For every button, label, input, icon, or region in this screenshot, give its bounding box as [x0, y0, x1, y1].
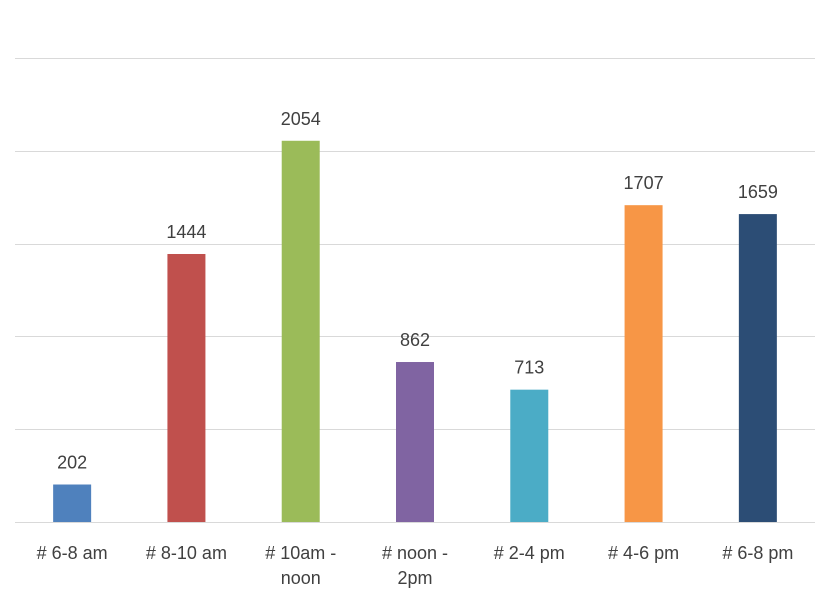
bar [738, 214, 777, 522]
bar [624, 205, 663, 523]
gridlines [15, 58, 815, 523]
x-tick-label-line: # 8-10 am [146, 543, 227, 563]
x-tick-label: # 4-6 pm [608, 543, 679, 563]
data-label: 1659 [738, 182, 778, 202]
bar [53, 484, 92, 522]
x-axis-tick-labels: # 6-8 am # 8-10 am # 10am - noon # noon - 2pm… [37, 543, 794, 588]
data-label: 1707 [624, 173, 664, 193]
data-label: 862 [400, 330, 430, 350]
data-label: 2054 [281, 109, 321, 129]
data-labels: 202 1444 2054 862 713 1707 1659 [57, 109, 778, 473]
data-label: 713 [514, 358, 544, 378]
x-tick-label-line: # 2-4 pm [494, 543, 565, 563]
x-tick-label: # 6-8 pm [722, 543, 793, 563]
x-tick-label: # 6-8 am [37, 543, 108, 563]
data-label: 202 [57, 453, 87, 473]
x-tick-label: # 2-4 pm [494, 543, 565, 563]
x-tick-label-line: # 10am - [265, 543, 336, 563]
x-tick-label-line: # noon - [382, 543, 448, 563]
x-tick-label: # 10am - noon [265, 543, 336, 588]
x-tick-label: # 8-10 am [146, 543, 227, 563]
bars [53, 140, 777, 523]
x-tick-label-line: # 6-8 pm [722, 543, 793, 563]
data-label: 1444 [166, 222, 206, 242]
bar [167, 253, 206, 523]
x-tick-label-line: # 4-6 pm [608, 543, 679, 563]
x-tick-label-line: 2pm [397, 568, 432, 588]
x-tick-label-line: # 6-8 am [37, 543, 108, 563]
bar [281, 140, 320, 523]
x-tick-label-line: noon [281, 568, 321, 588]
x-tick-label: # noon - 2pm [382, 543, 448, 588]
bar [510, 389, 549, 522]
bar [396, 362, 434, 522]
